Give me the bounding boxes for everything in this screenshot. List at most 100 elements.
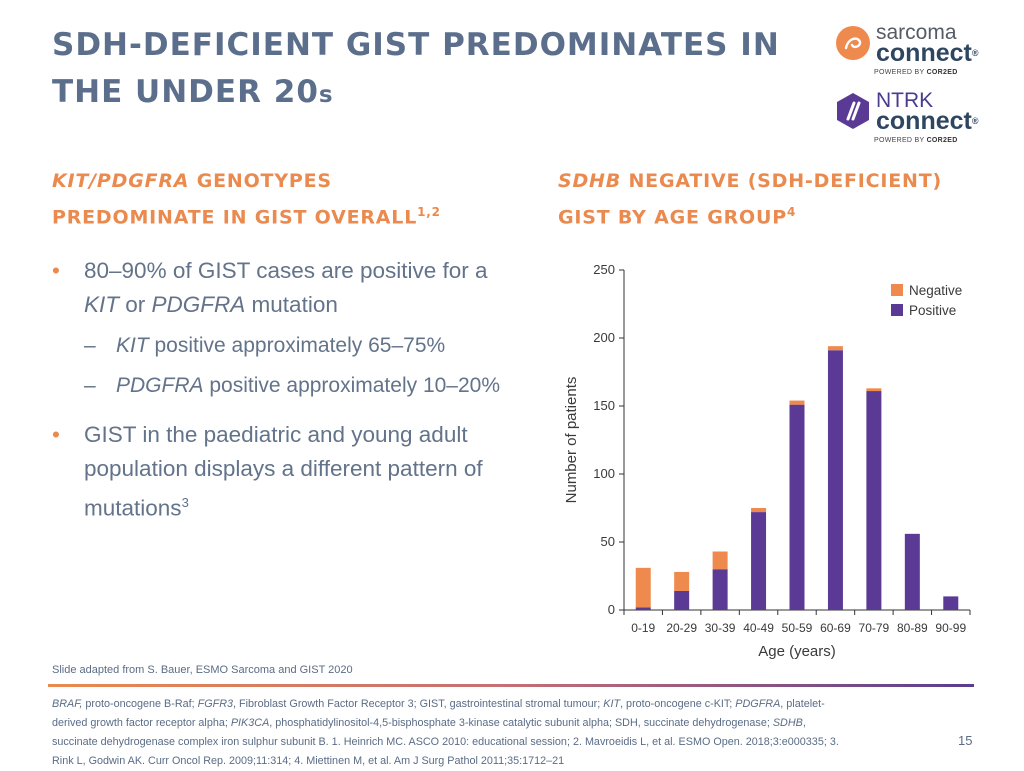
footnote-line-1: BRAF, proto-oncogene B-Raf; FGFR3, Fibro… — [52, 695, 952, 714]
sub-bullet-1-italic: KIT — [116, 334, 149, 357]
legend-label-positive: Positive — [909, 303, 956, 318]
sarcoma-logo-reg: ® — [971, 48, 979, 58]
right-heading-italic: SDHB — [558, 170, 622, 192]
ntrk-logo-reg: ® — [971, 116, 979, 126]
x-tick-label: 80-89 — [897, 621, 928, 635]
left-heading-line2: PREDOMINATE IN GIST OVERALL — [52, 206, 418, 229]
footnote: BRAF, proto-oncogene B-Raf; FGFR3, Fibro… — [52, 695, 952, 771]
footnote-segment: , platelet- — [780, 698, 825, 710]
right-heading-line2: GIST BY AGE GROUP — [558, 206, 787, 229]
x-tick-label: 20-29 — [666, 621, 697, 635]
page-number: 15 — [958, 733, 973, 748]
right-heading-rest: NEGATIVE (SDH-DEFICIENT) — [621, 170, 942, 192]
footnote-segment: proto-oncogene B-Raf; — [82, 698, 198, 710]
footnote-segment: KIT — [603, 698, 621, 710]
bar-positive-30-39 — [712, 569, 728, 610]
footnote-line-2: derived growth factor receptor alpha; PI… — [52, 714, 952, 733]
title-line-1: SDH-DEFICIENT GIST PREDOMINATES IN — [52, 27, 780, 63]
footnote-segment: , phosphatidylinositol-4,5-bisphosphate … — [269, 717, 773, 729]
sarcoma-connect-logo: sarcoma connect® POWERED BY COR2ED — [834, 20, 984, 80]
left-heading-sup: 1,2 — [417, 205, 441, 219]
footnote-segment: PIK3CA — [230, 717, 270, 729]
ntrk-connect-logo: NTRK connect® POWERED BY COR2ED — [834, 88, 984, 148]
sarcoma-logo-main-text: connect — [876, 39, 972, 67]
sub-bullet-1-text: positive approximately 65–75% — [148, 334, 446, 357]
right-heading-sup: 4 — [786, 205, 797, 219]
x-tick-label: 30-39 — [705, 621, 736, 635]
page-title: SDH-DEFICIENT GIST PREDOMINATES IN THE U… — [52, 22, 812, 119]
bar-positive-60-69 — [827, 350, 843, 610]
legend-swatch-positive — [891, 304, 903, 316]
bar-positive-70-79 — [866, 391, 882, 610]
footnote-segment: BRAF, — [52, 698, 83, 710]
bar-positive-90-99 — [943, 596, 959, 610]
footnote-segment: derived growth factor receptor alpha; — [52, 717, 231, 729]
footnote-segment: succinate dehydrogenase complex iron sul… — [52, 736, 839, 748]
x-tick-label: 60-69 — [820, 621, 851, 635]
sarcoma-logo-powered: POWERED BY COR2ED — [874, 69, 958, 76]
bar-positive-40-49 — [751, 512, 767, 610]
chart-axes — [619, 269, 971, 615]
footnote-line-4: Rink L, Godwin AK. Curr Oncol Rep. 2009;… — [52, 752, 952, 771]
bar-negative-60-69 — [827, 346, 843, 351]
bullet-dot-1: • — [52, 258, 60, 283]
bullet-1-or: or — [119, 292, 152, 317]
chart-labels: 0 50 100 150 200 250 0-19 20-29 30-39 40-49 50-59 6… — [563, 262, 966, 660]
footer-divider — [48, 684, 974, 687]
bar-negative-20-29 — [674, 571, 690, 591]
x-tick-label: 70-79 — [859, 621, 890, 635]
bullet-2-sup: 3 — [181, 495, 189, 510]
sub-bullet-2: – PDGFRA positive approximately 10–20% — [52, 370, 522, 402]
left-heading-italic: KIT/PDGFRA — [52, 170, 190, 192]
footnote-segment: FGFR3 — [197, 698, 234, 710]
y-tick-label: 150 — [593, 398, 615, 413]
legend-label-negative: Negative — [909, 283, 962, 298]
bar-negative-0-19 — [635, 567, 651, 608]
footnote-segment: SDHB — [772, 717, 803, 729]
chart-bars — [635, 346, 959, 610]
y-tick-label: 250 — [593, 262, 615, 277]
bar-negative-30-39 — [712, 551, 728, 570]
sub-bullet-1: – KIT positive approximately 65–75% — [52, 330, 522, 362]
y-tick-label: 100 — [593, 466, 615, 481]
ntrk-powered-prefix: POWERED BY — [874, 137, 927, 144]
footnote-segment: Rink L, Godwin AK. Curr Oncol Rep. 2009;… — [52, 755, 565, 767]
footnote-line-3: succinate dehydrogenase complex iron sul… — [52, 733, 952, 752]
y-tick-label: 50 — [601, 534, 615, 549]
sarcoma-logo-main: connect® — [876, 40, 979, 66]
footnote-segment: , Fibroblast Growth Factor Receptor 3; G… — [233, 698, 604, 710]
bullet-list: • 80–90% of GIST cases are positive for … — [52, 254, 522, 534]
bar-negative-40-49 — [751, 508, 767, 513]
sub-bullet-2-text: positive approximately 10–20% — [203, 374, 501, 397]
bullet-1-pdgfra: PDGFRA — [151, 292, 246, 317]
ntrk-logo-main: connect® — [876, 108, 979, 134]
ntrk-logo-powered: POWERED BY COR2ED — [874, 137, 958, 144]
y-axis-title: Number of patients — [563, 377, 580, 504]
bullet-item-2: • GIST in the paediatric and young adult… — [52, 418, 522, 526]
x-tick-label: 50-59 — [782, 621, 813, 635]
y-tick-label: 0 — [608, 602, 615, 617]
bullet-dot-2: • — [52, 422, 60, 447]
bar-positive-80-89 — [904, 533, 920, 610]
title-line-2-suffix: s — [318, 82, 334, 108]
sarcoma-powered-prefix: POWERED BY — [874, 69, 927, 76]
x-axis-title: Age (years) — [758, 643, 836, 660]
bar-positive-20-29 — [674, 590, 690, 610]
legend-swatch-negative — [891, 284, 903, 296]
sarcoma-logo-top: sarcoma — [876, 21, 957, 44]
source-note: Slide adapted from S. Bauer, ESMO Sarcom… — [52, 664, 353, 676]
ntrk-logo-main-text: connect — [876, 107, 972, 135]
bullet-2-text: GIST in the paediatric and young adult p… — [84, 422, 483, 521]
left-heading-rest: GENOTYPES — [189, 170, 332, 192]
x-tick-label: 40-49 — [743, 621, 774, 635]
bar-positive-0-19 — [635, 607, 651, 610]
x-tick-label: 90-99 — [935, 621, 966, 635]
footnote-segment: , proto-oncogene c-KIT; — [620, 698, 736, 710]
right-heading: SDHB NEGATIVE (SDH-DEFICIENT) GIST BY AG… — [558, 166, 998, 233]
bullet-1-end: mutation — [245, 292, 338, 317]
bullet-1-text: 80–90% of GIST cases are positive for a — [84, 258, 488, 283]
sub-bullet-2-italic: PDGFRA — [116, 374, 204, 397]
bar-positive-50-59 — [789, 404, 805, 610]
y-tick-label: 200 — [593, 330, 615, 345]
ntrk-logo-top: NTRK — [876, 89, 934, 112]
